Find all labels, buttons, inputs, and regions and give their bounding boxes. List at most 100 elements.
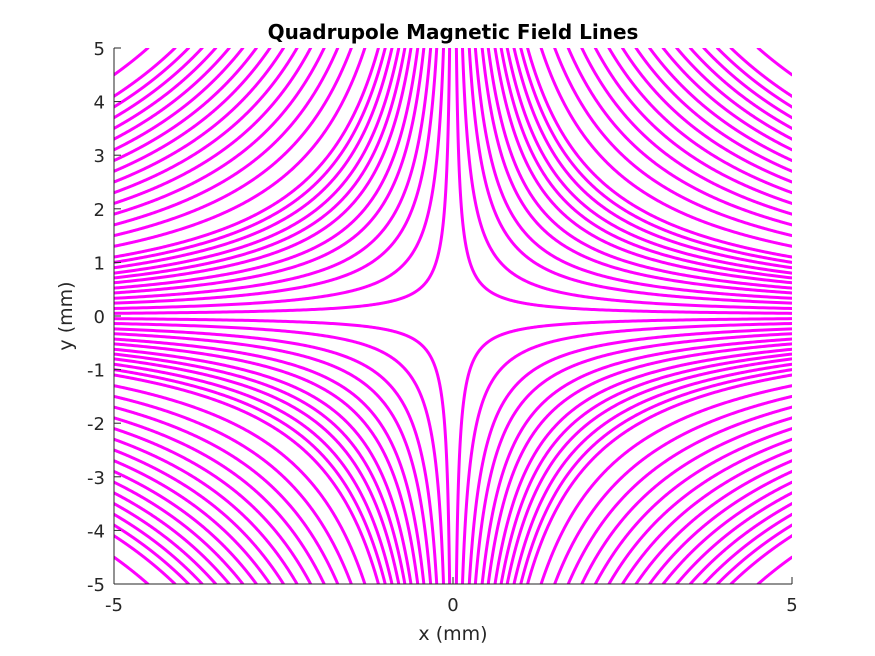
field-line-q1-10 (519, 48, 792, 264)
field-line-q1-3 (473, 48, 792, 300)
field-line-q1-24 (702, 48, 792, 120)
y-tick-label--3: -3 (87, 468, 105, 489)
field-line-q1-13 (553, 48, 792, 238)
y-tick-label-4: 4 (94, 93, 105, 114)
field-line-q2-9 (114, 48, 394, 270)
field-line-q2-7 (114, 48, 407, 280)
axes-layer: -5 0 5 -5 -4 -3 -2 -1 0 1 2 3 4 5 (87, 39, 798, 616)
field-line-q2-4 (114, 48, 426, 295)
field-line-q1-0 (454, 48, 792, 315)
field-line-q1-25 (715, 48, 792, 109)
field-line-q4-3 (473, 332, 792, 584)
field-line-q4-24 (702, 512, 792, 584)
y-tick-label--4: -4 (87, 521, 105, 542)
field-line-q1-12 (539, 48, 792, 248)
field-line-q1-6 (493, 48, 792, 285)
field-line-q3-25 (114, 523, 191, 584)
x-tick-label--5: -5 (105, 595, 123, 616)
field-line-q3-0 (114, 317, 452, 584)
field-line-q1-11 (526, 48, 792, 259)
field-line-q2-24 (114, 48, 204, 120)
field-line-q3-20 (114, 469, 258, 584)
field-line-q2-10 (114, 48, 387, 264)
field-lines-layer (114, 48, 792, 584)
field-line-q4-5 (486, 342, 792, 584)
field-line-q2-27 (114, 48, 150, 77)
field-line-q2-25 (114, 48, 191, 109)
field-line-q1-19 (634, 48, 792, 173)
field-line-q1-5 (486, 48, 792, 290)
field-line-q3-26 (114, 534, 177, 584)
field-line-q1-18 (621, 48, 792, 184)
field-line-q3-22 (114, 491, 231, 584)
field-line-q3-12 (114, 384, 367, 584)
field-line-q4-10 (519, 368, 792, 584)
y-tick-label--1: -1 (87, 361, 105, 382)
field-line-q3-11 (114, 373, 380, 584)
field-line-q2-15 (114, 48, 326, 216)
field-line-q4-13 (553, 394, 792, 584)
field-line-q1-1 (460, 48, 792, 310)
field-line-q2-18 (114, 48, 285, 184)
field-line-q3-18 (114, 448, 285, 584)
field-line-q4-4 (480, 337, 792, 584)
field-line-q1-2 (467, 48, 792, 305)
field-line-q2-5 (114, 48, 420, 290)
field-line-q2-20 (114, 48, 258, 163)
field-line-q1-7 (499, 48, 792, 280)
field-line-q2-16 (114, 48, 313, 205)
field-line-q4-20 (648, 469, 792, 584)
field-line-q3-6 (114, 347, 413, 584)
field-line-q2-0 (114, 48, 452, 315)
field-line-q3-9 (114, 362, 394, 584)
y-tick-label--2: -2 (87, 414, 105, 435)
field-line-q1-14 (566, 48, 792, 227)
field-line-q4-12 (539, 384, 792, 584)
field-line-q4-18 (621, 448, 792, 584)
field-line-q4-23 (688, 502, 792, 584)
field-line-q2-21 (114, 48, 245, 152)
field-line-q3-10 (114, 368, 387, 584)
field-line-q3-19 (114, 459, 272, 584)
field-line-q2-2 (114, 48, 439, 305)
field-line-q4-17 (607, 437, 792, 584)
field-line-q2-17 (114, 48, 299, 195)
field-line-q2-11 (114, 48, 380, 259)
field-line-q3-13 (114, 394, 353, 584)
chart-title: Quadrupole Magnetic Field Lines (268, 20, 639, 44)
field-line-q3-17 (114, 437, 299, 584)
field-line-q3-21 (114, 480, 245, 584)
field-line-q4-27 (756, 555, 792, 584)
field-line-q4-19 (634, 459, 792, 584)
field-line-q4-26 (729, 534, 792, 584)
field-line-q3-5 (114, 342, 420, 584)
field-line-q3-3 (114, 332, 433, 584)
field-line-q3-23 (114, 502, 218, 584)
y-tick-label-0: 0 (94, 307, 105, 328)
field-line-q4-9 (512, 362, 792, 584)
field-line-q1-17 (607, 48, 792, 195)
field-line-q1-22 (675, 48, 792, 141)
y-tick-label--5: -5 (87, 575, 105, 596)
y-axis-label: y (mm) (55, 281, 77, 350)
field-line-q4-21 (661, 480, 792, 584)
x-tick-label-5: 5 (786, 595, 797, 616)
field-line-q1-16 (593, 48, 792, 205)
field-line-q4-2 (467, 327, 792, 584)
field-line-q3-4 (114, 337, 426, 584)
field-line-q3-24 (114, 512, 204, 584)
field-line-q2-22 (114, 48, 231, 141)
y-tick-label-3: 3 (94, 146, 105, 167)
field-line-q1-26 (729, 48, 792, 98)
y-tick-label-5: 5 (94, 39, 105, 60)
field-line-q3-15 (114, 416, 326, 584)
field-line-q1-9 (512, 48, 792, 270)
field-line-q3-7 (114, 352, 407, 584)
field-line-q4-14 (566, 405, 792, 584)
field-line-q3-14 (114, 405, 340, 584)
field-line-q2-3 (114, 48, 433, 300)
x-axis-label: x (mm) (418, 623, 487, 645)
field-line-q3-27 (114, 555, 150, 584)
